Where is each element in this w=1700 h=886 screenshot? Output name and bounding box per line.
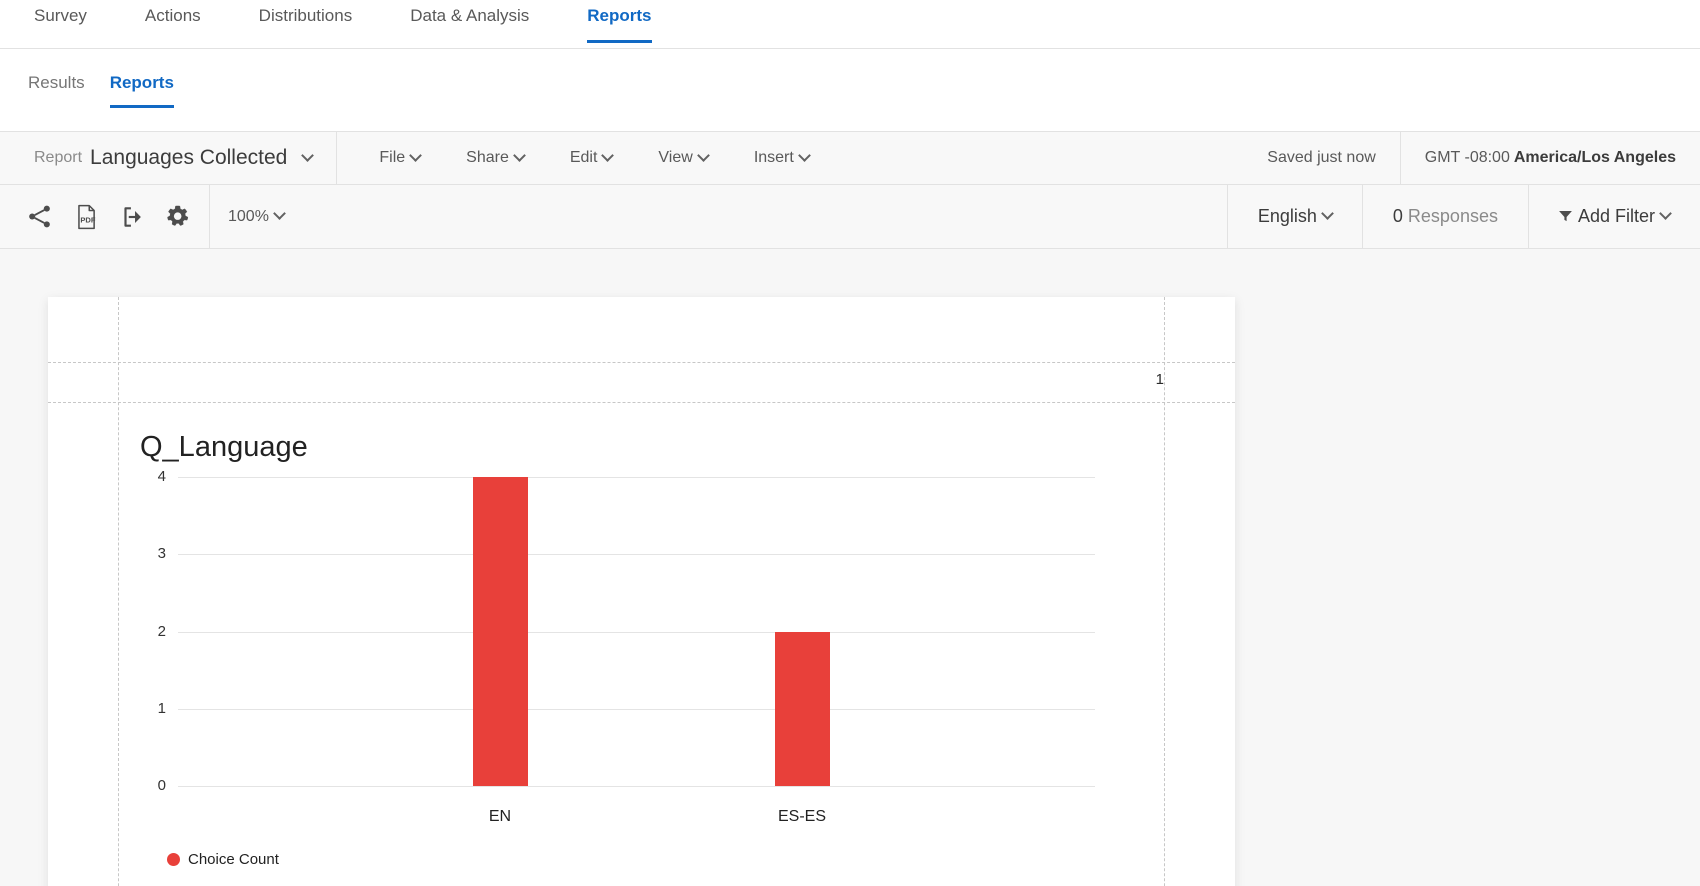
svg-text:PDF: PDF — [80, 215, 96, 224]
